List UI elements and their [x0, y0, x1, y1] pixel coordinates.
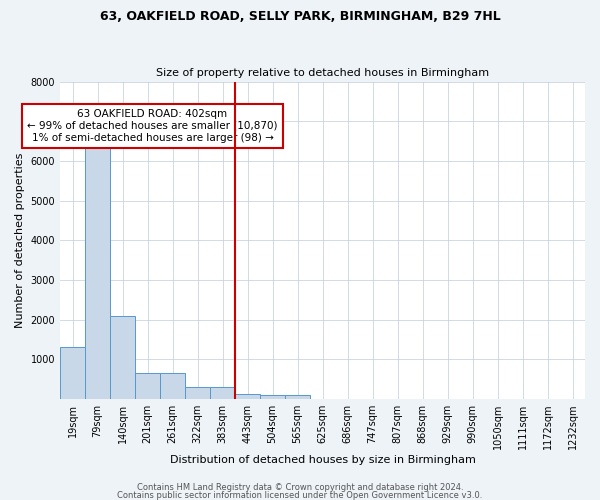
Text: Contains public sector information licensed under the Open Government Licence v3: Contains public sector information licen… [118, 490, 482, 500]
Text: 63, OAKFIELD ROAD, SELLY PARK, BIRMINGHAM, B29 7HL: 63, OAKFIELD ROAD, SELLY PARK, BIRMINGHA… [100, 10, 500, 23]
Bar [110, 316, 135, 399]
Title: Size of property relative to detached houses in Birmingham: Size of property relative to detached ho… [156, 68, 489, 78]
Text: Contains HM Land Registry data © Crown copyright and database right 2024.: Contains HM Land Registry data © Crown c… [137, 484, 463, 492]
Text: 63 OAKFIELD ROAD: 402sqm
← 99% of detached houses are smaller (10,870)
1% of sem: 63 OAKFIELD ROAD: 402sqm ← 99% of detach… [27, 110, 278, 142]
Bar [160, 374, 185, 399]
Bar [85, 141, 110, 399]
X-axis label: Distribution of detached houses by size in Birmingham: Distribution of detached houses by size … [170, 455, 475, 465]
Bar [60, 348, 85, 399]
Bar [135, 374, 160, 399]
Bar [185, 387, 210, 399]
Bar [285, 395, 310, 399]
Y-axis label: Number of detached properties: Number of detached properties [15, 152, 25, 328]
Bar [210, 387, 235, 399]
Bar [235, 394, 260, 399]
Bar [260, 395, 285, 399]
